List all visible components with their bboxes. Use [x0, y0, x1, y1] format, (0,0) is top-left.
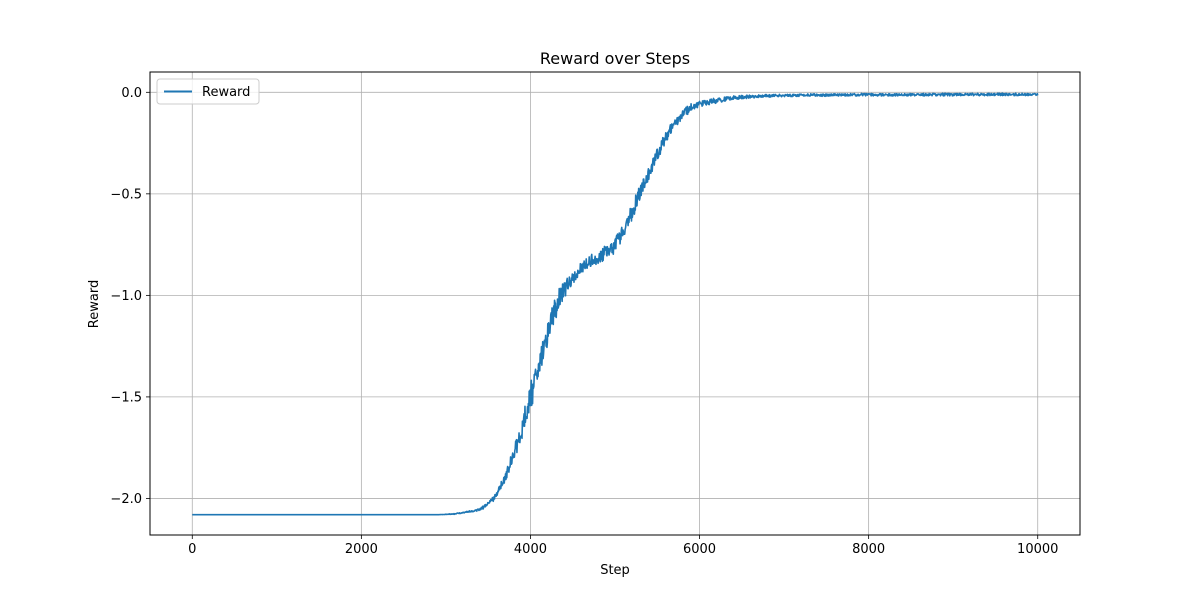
y-tick-label: 0.0: [121, 86, 142, 101]
axis-ticks: 0 2000 4000 6000 8000 10000 −2.0 −1.5 −1.0 −0.5 0.…: [110, 86, 1058, 557]
x-tick-label: 2000: [345, 542, 378, 557]
y-axis-label: Reward: [87, 280, 102, 328]
x-tick-label: 8000: [852, 542, 885, 557]
plot-frame: [149, 71, 1081, 536]
grid: [150, 72, 1080, 535]
legend-box: [156, 78, 260, 105]
y-tick-label: −1.0: [110, 289, 142, 304]
y-tick-label: −1.5: [110, 390, 142, 405]
x-axis-label: Step: [600, 563, 630, 578]
chart-title: Reward over Steps: [540, 49, 690, 68]
y-tick-label: −0.5: [110, 187, 142, 202]
y-tick-label: −2.0: [110, 492, 142, 507]
reward-series-line: [191, 92, 1039, 516]
legend: Reward: [156, 78, 260, 105]
x-tick-label: 4000: [514, 542, 547, 557]
series-layer: [191, 92, 1039, 516]
x-tick-label: 0: [188, 542, 196, 557]
legend-label-reward: Reward: [202, 85, 250, 100]
x-tick-label: 6000: [683, 542, 716, 557]
x-tick-label: 10000: [1017, 542, 1058, 557]
